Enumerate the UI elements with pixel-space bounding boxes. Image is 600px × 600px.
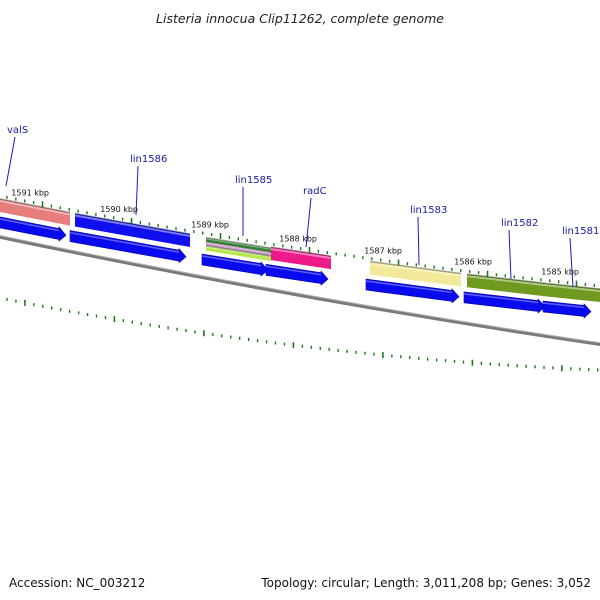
- gene-label-leader: [569, 237, 574, 288]
- gene-label[interactable]: lin1585: [235, 175, 272, 186]
- cds-arrow-sheen: [69, 231, 180, 253]
- feature-block-sheen: [546, 284, 600, 292]
- gene-label[interactable]: radC: [303, 186, 327, 197]
- feature-block: [547, 283, 600, 303]
- feature-block-sheen: [74, 214, 191, 237]
- cds-arrow-sheen: [265, 265, 322, 276]
- feature-block-edge: [546, 282, 600, 290]
- feature-block-edge: [369, 260, 462, 275]
- feature-block-edge: [74, 212, 191, 235]
- cds-arrow-sheen: [0, 218, 60, 232]
- scale-tick-labels: 1591 kbp 1590 kbp 1589 kbp 1588 kbp 1587 kbp…: [11, 189, 579, 277]
- scale-tick-label: 1591 kbp: [11, 189, 49, 198]
- cds-arrow: [201, 253, 269, 277]
- feature-block-edge: [270, 246, 332, 257]
- feature-block: [271, 247, 331, 270]
- feature-block-sheen: [0, 199, 71, 216]
- cds-arrow: [69, 230, 187, 264]
- cds-arrow: [265, 263, 329, 286]
- cds-arrow: [463, 291, 546, 314]
- scale-tick-label: 1587 kbp: [364, 246, 402, 255]
- scale-tick-label: 1585 kbp: [541, 267, 579, 276]
- feature-block-edge: [466, 273, 548, 285]
- map-title: Listeria innocua Clip11262, complete gen…: [156, 11, 444, 26]
- feature-block-sheen: [205, 241, 272, 254]
- cds-arrow-sheen: [201, 255, 262, 267]
- scale-tick-label: 1589 kbp: [191, 221, 229, 230]
- scale-tick-label: 1588 kbp: [279, 234, 317, 243]
- genome-backbone-highlight: [0, 235, 600, 344]
- gene-label[interactable]: lin1581: [562, 226, 599, 237]
- gene-label-leader: [5, 136, 16, 187]
- scale-tick-label: 1586 kbp: [454, 258, 492, 267]
- feature-labels: valS lin1586 lin1585 radC lin1583 lin1582 lin1…: [5, 125, 599, 288]
- feature-block: [75, 213, 190, 247]
- cds-arrow-sheen: [463, 293, 539, 304]
- scale-ticks-outer: [6, 195, 595, 287]
- cds-arrow-sheen: [542, 302, 585, 309]
- gene-label-leader: [135, 165, 139, 216]
- gene-label-leader: [305, 197, 312, 248]
- gene-label[interactable]: lin1586: [130, 154, 167, 165]
- cds-track: [0, 216, 592, 319]
- gene-label-leader: [508, 229, 512, 280]
- feature-block: [370, 261, 461, 287]
- feature-block: [206, 237, 271, 253]
- scale-tick-label: 1590 kbp: [100, 205, 138, 214]
- feature-block-sheen: [466, 275, 548, 287]
- feature-block-sheen: [205, 237, 272, 250]
- cds-arrow: [365, 278, 460, 304]
- feature-block-sheen: [205, 245, 272, 258]
- gene-label-leader: [417, 216, 420, 266]
- genome-summary-text: Topology: circular; Length: 3,011,208 bp…: [260, 576, 591, 590]
- scale-ticks-inner: [6, 297, 599, 372]
- feature-block: [206, 241, 271, 257]
- feature-block-sheen: [270, 248, 332, 260]
- feature-block: [0, 198, 70, 226]
- gene-label[interactable]: valS: [7, 125, 28, 136]
- feature-block-edge: [205, 240, 272, 253]
- accession-text: Accession: NC_003212: [9, 576, 145, 590]
- feature-block: [467, 274, 547, 297]
- genome-backbone: [0, 235, 600, 347]
- gene-label[interactable]: lin1583: [410, 205, 447, 216]
- gene-label[interactable]: lin1582: [501, 218, 538, 229]
- feature-block-edge: [205, 244, 272, 257]
- feature-block: [206, 245, 271, 262]
- cds-arrow: [0, 216, 67, 242]
- feature-block-sheen: [369, 262, 462, 277]
- feature-block-edge: [205, 236, 272, 249]
- feature-block-edge: [0, 198, 71, 214]
- cds-arrow-sheen: [365, 280, 453, 294]
- feature-track: [0, 198, 600, 303]
- cds-arrow: [542, 300, 592, 319]
